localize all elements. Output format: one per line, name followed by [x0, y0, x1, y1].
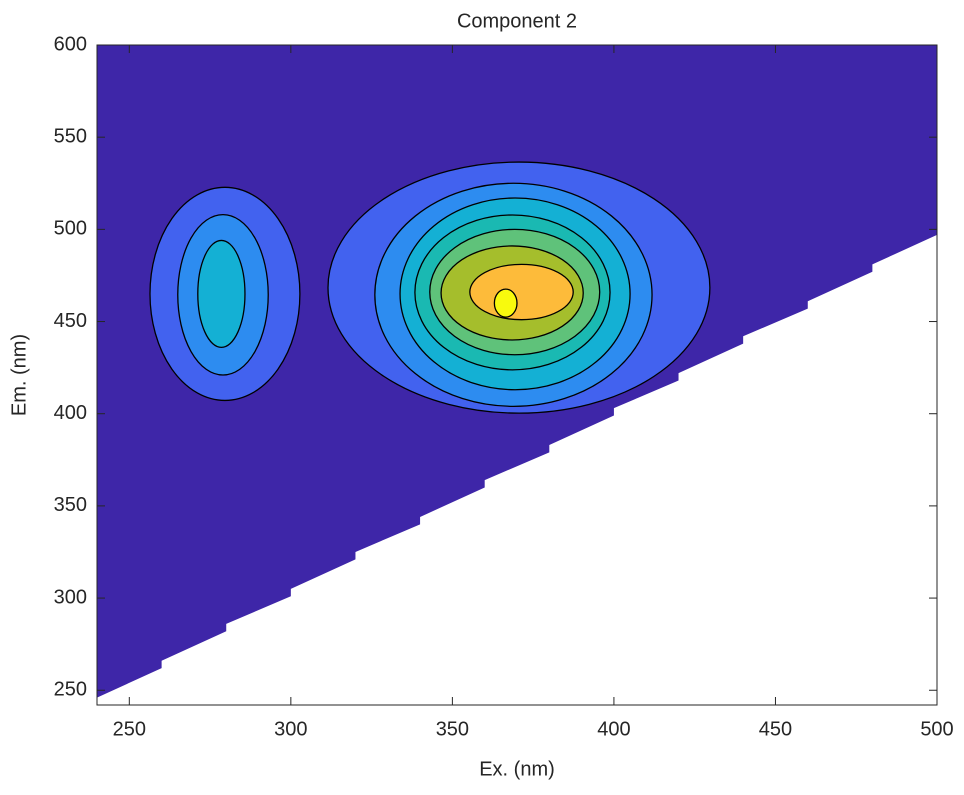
- contours: [149, 161, 711, 414]
- y-tick-label: 600: [54, 33, 87, 55]
- chart-title: Component 2: [457, 10, 577, 32]
- contour-level: [469, 263, 574, 321]
- y-tick-label: 500: [54, 218, 87, 240]
- x-tick-label: 400: [597, 718, 630, 740]
- y-tick-label: 250: [54, 679, 87, 701]
- x-tick-label: 250: [113, 718, 146, 740]
- y-tick-label: 350: [54, 494, 87, 516]
- x-axis-label: Ex. (nm): [479, 758, 555, 780]
- y-tick-label: 450: [54, 310, 87, 332]
- plot-area: [97, 45, 937, 698]
- x-tick-label: 300: [274, 718, 307, 740]
- x-tick-label: 450: [759, 718, 792, 740]
- y-tick-label: 550: [54, 125, 87, 147]
- x-tick-label: 500: [920, 718, 953, 740]
- contour-level: [197, 239, 246, 348]
- axes-box: [96, 44, 938, 706]
- y-axis-label: Em. (nm): [8, 334, 30, 416]
- x-tick-label: 350: [436, 718, 469, 740]
- y-tick-label: 300: [54, 586, 87, 608]
- y-tick-label: 400: [54, 402, 87, 424]
- contour-level: [493, 288, 518, 318]
- axes: 250 300 350 400 450 500 250 300 350 400 450 500 550 6…: [54, 33, 954, 740]
